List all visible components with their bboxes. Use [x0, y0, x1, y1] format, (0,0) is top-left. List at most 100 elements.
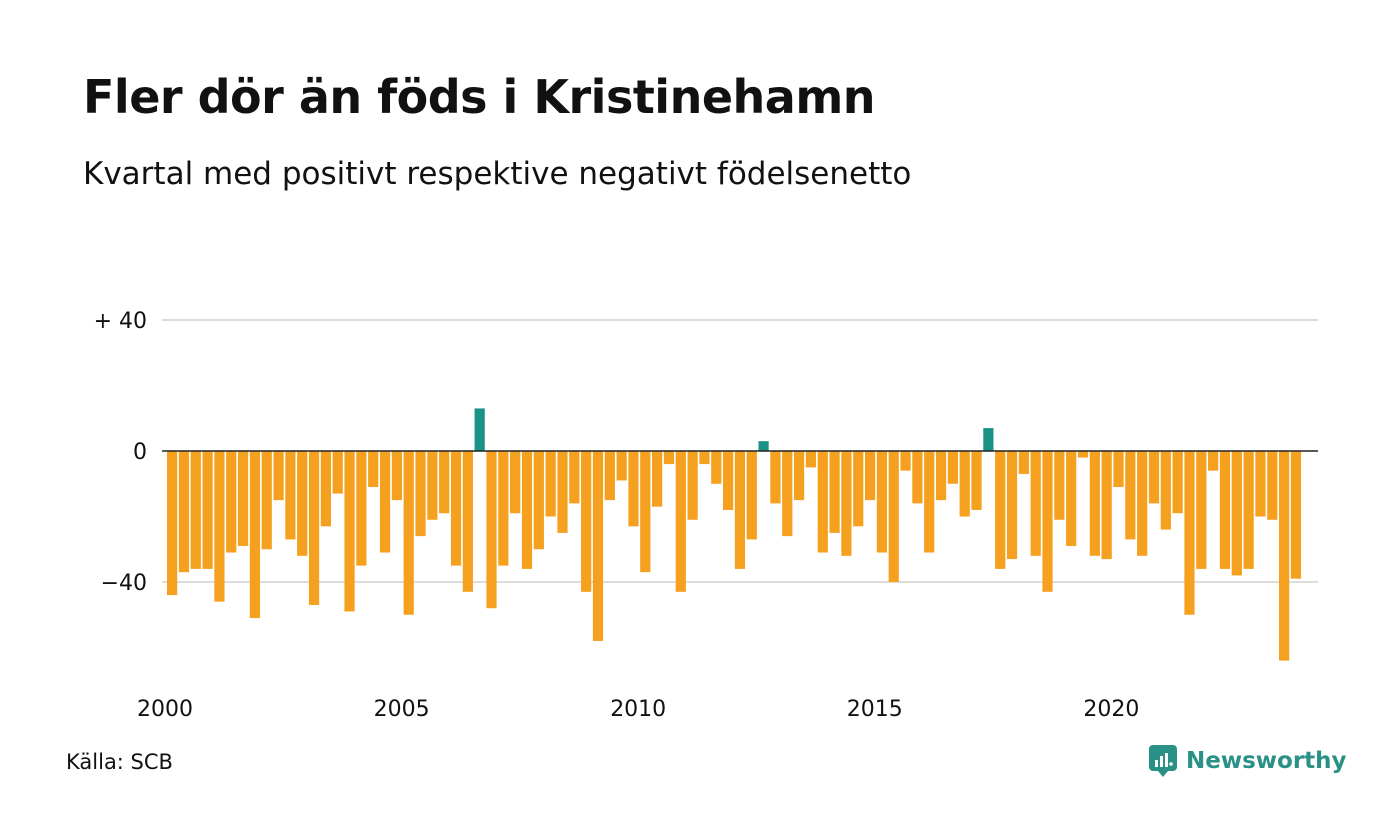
bar-negative: [1231, 451, 1242, 576]
bar-negative: [1101, 451, 1112, 560]
bar-negative: [1279, 451, 1290, 661]
bar-positive: [983, 428, 994, 451]
chart-title: Fler dör än föds i Kristinehamn: [83, 70, 876, 124]
bar-positive: [474, 408, 485, 451]
bar-negative: [261, 451, 272, 550]
bar-negative: [711, 451, 722, 484]
bar-negative: [1006, 451, 1018, 560]
bar-negative: [1172, 451, 1183, 514]
bar-negative: [805, 451, 817, 468]
bar-negative: [297, 451, 308, 556]
y-tick-label: −40: [101, 571, 147, 596]
bar-negative: [391, 451, 402, 501]
x-tick-label: 2015: [847, 697, 903, 722]
bar-negative: [190, 451, 201, 569]
bar-negative: [462, 451, 473, 592]
bar-negative: [285, 451, 296, 540]
bar-negative: [1160, 451, 1171, 530]
bar-negative: [521, 451, 533, 569]
gridlines: [162, 319, 1318, 583]
bar-negative: [746, 451, 757, 540]
bar-negative: [1208, 451, 1219, 471]
bar-negative: [864, 451, 876, 501]
bar-negative: [734, 451, 746, 569]
bar-negative: [332, 451, 343, 494]
bar-negative: [1243, 451, 1254, 569]
bar-negative: [178, 451, 190, 573]
bar-negative: [1219, 451, 1231, 569]
bar-negative: [1054, 451, 1065, 520]
bar-negative: [1148, 451, 1160, 504]
y-tick-label: + 40: [94, 309, 147, 334]
bar-negative: [1255, 451, 1266, 517]
bar-negative: [1018, 451, 1029, 474]
brand-logo: Newsworthy: [1148, 744, 1347, 778]
y-tick-label: 0: [133, 440, 147, 465]
bar-negative: [995, 451, 1006, 569]
bar-negative: [415, 451, 426, 537]
bar-negative: [616, 451, 627, 481]
bar-negative: [356, 451, 367, 566]
bar-negative: [1077, 451, 1089, 458]
bar-negative: [947, 451, 958, 484]
bar-negative: [723, 451, 734, 510]
bar-negative: [320, 451, 331, 527]
bar-negative: [569, 451, 580, 504]
bar-negative: [273, 451, 284, 501]
bar-negative: [1113, 451, 1124, 488]
bar-negative: [237, 451, 249, 546]
bar-negative: [557, 451, 568, 533]
bar-negative: [888, 451, 899, 582]
bar-negative: [900, 451, 911, 471]
x-tick-label: 2020: [1083, 697, 1139, 722]
bar-negative: [344, 451, 355, 612]
bar-negative: [498, 451, 509, 566]
bar-negative: [782, 451, 793, 537]
bar-negative: [510, 451, 521, 514]
bar-negative: [1290, 451, 1302, 579]
bar-negative: [1066, 451, 1077, 546]
bar-negative: [226, 451, 237, 553]
x-tick-label: 2000: [137, 697, 193, 722]
bar-negative: [770, 451, 781, 504]
bar-positive: [758, 441, 769, 451]
chart-subtitle: Kvartal med positivt respektive negativt…: [83, 156, 912, 192]
bar-negative: [687, 451, 698, 520]
bar-negative: [427, 451, 438, 520]
bar-negative: [663, 451, 675, 465]
bar-negative: [439, 451, 450, 514]
bar-negative: [214, 451, 225, 602]
bar-negative: [368, 451, 379, 488]
bar-negative: [640, 451, 651, 573]
bars: [167, 408, 1302, 661]
bar-negative: [1184, 451, 1195, 615]
bar-negative: [249, 451, 261, 619]
bar-negative: [628, 451, 639, 527]
bar-negative: [167, 451, 178, 596]
bar-negative: [959, 451, 970, 517]
bar-negative: [403, 451, 414, 615]
bar-negative: [1196, 451, 1207, 569]
bar-negative: [652, 451, 663, 507]
bar-negative: [1042, 451, 1053, 592]
bar-negative: [853, 451, 864, 527]
bar-negative: [581, 451, 592, 592]
bar-negative: [1030, 451, 1041, 556]
bar-negative: [450, 451, 462, 566]
bar-negative: [533, 451, 544, 550]
bar-negative: [699, 451, 710, 465]
axes: + 40 0 −40 2000 2005 2010 2015 2020: [94, 309, 1318, 722]
bar-negative: [841, 451, 852, 556]
bar-negative: [912, 451, 923, 504]
source-note: Källa: SCB: [66, 750, 173, 774]
bar-negative: [202, 451, 213, 569]
x-tick-label: 2005: [374, 697, 430, 722]
newsworthy-logo-icon: [1149, 745, 1177, 777]
bar-negative: [675, 451, 686, 592]
bar-negative: [1267, 451, 1278, 520]
bar-negative: [817, 451, 828, 553]
bar-negative: [486, 451, 497, 609]
bar-negative: [971, 451, 982, 510]
x-tick-label: 2010: [610, 697, 666, 722]
